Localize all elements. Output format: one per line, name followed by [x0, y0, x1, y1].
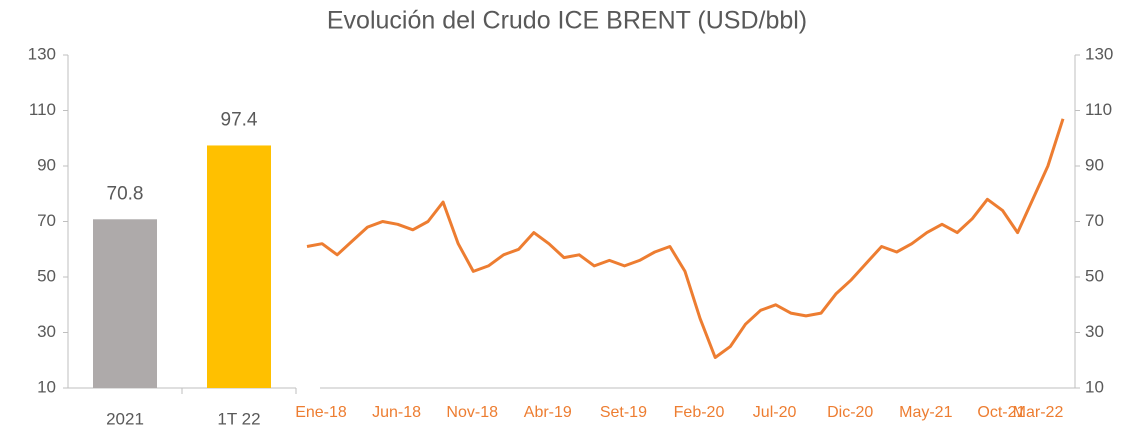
y-tick-label: 70 — [37, 211, 56, 230]
y2-tick-label: 30 — [1085, 322, 1104, 341]
bar — [93, 219, 157, 388]
y2-tick-label: 90 — [1085, 155, 1104, 174]
x-tick-label: Mar-22 — [1013, 404, 1064, 421]
y-tick-label: 50 — [37, 266, 56, 285]
y2-tick-label: 110 — [1085, 100, 1112, 119]
data-label: 70.8 — [107, 183, 144, 204]
bar — [207, 145, 271, 388]
x-tick-label: Jun-18 — [372, 404, 421, 421]
x-tick-label: Nov-18 — [446, 404, 498, 421]
y-tick-label: 130 — [28, 44, 56, 63]
x-tick-label: Abr-19 — [524, 404, 572, 421]
x-tick-label: Jul-20 — [753, 404, 797, 421]
y-tick-label: 110 — [29, 100, 56, 119]
data-label: 97.4 — [221, 109, 258, 130]
x-tick-label: Feb-20 — [674, 404, 725, 421]
x-tick-label: 1T 22 — [217, 409, 260, 428]
x-tick-label: Oct-21 — [977, 404, 1025, 421]
x-tick-label: Set-19 — [600, 404, 647, 421]
x-tick-label: Dic-20 — [827, 404, 873, 421]
x-tick-label: Ene-18 — [295, 404, 347, 421]
y-tick-label: 30 — [37, 322, 56, 341]
line — [306, 118, 1065, 359]
y-tick-label: 90 — [37, 155, 56, 174]
y2-tick-label: 130 — [1085, 44, 1113, 63]
y2-tick-label: 10 — [1085, 377, 1104, 396]
y-tick-label: 10 — [37, 377, 56, 396]
x-tick-label: May-21 — [899, 404, 952, 421]
x-tick-label: 2021 — [106, 409, 144, 428]
y2-tick-label: 50 — [1085, 266, 1104, 285]
chart-title: Evolución del Crudo ICE BRENT (USD/bbl) — [327, 7, 807, 35]
y2-tick-label: 70 — [1085, 211, 1104, 230]
